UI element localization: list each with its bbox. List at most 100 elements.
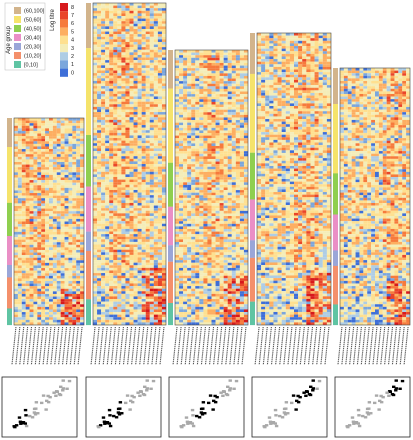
heatmap-cell — [191, 88, 196, 92]
heatmap-cell — [207, 65, 212, 69]
heatmap-cell — [121, 130, 126, 133]
heatmap-cell — [49, 283, 53, 287]
heatmap-cell — [97, 3, 102, 6]
heatmap-cell — [109, 291, 114, 294]
heatmap-cell — [243, 234, 249, 237]
heatmap-cell — [49, 216, 53, 219]
heatmap-cell — [231, 114, 236, 118]
heatmap-cell — [29, 185, 34, 188]
heatmap-cell — [101, 231, 106, 235]
heatmap-cell — [161, 317, 167, 320]
heatmap-cell — [17, 317, 22, 320]
heatmap-cell — [157, 166, 162, 170]
heatmap-cell — [243, 143, 249, 147]
heatmap-cell — [141, 88, 146, 92]
heatmap-cell — [93, 31, 98, 35]
heatmap-cell — [37, 128, 42, 131]
heatmap-cell — [133, 309, 138, 313]
heatmap-cell — [25, 180, 30, 183]
heatmap-cell — [49, 265, 53, 269]
heatmap-cell — [121, 182, 126, 185]
heatmap-cell — [72, 229, 77, 232]
heatmap-cell — [215, 68, 220, 71]
heatmap-cell — [203, 114, 208, 118]
heatmap-cell — [157, 161, 162, 165]
heatmap-cell — [60, 262, 65, 266]
heatmap-cell — [21, 301, 26, 305]
heatmap-cell — [239, 112, 244, 115]
heatmap-cell — [141, 286, 146, 289]
heatmap-cell — [179, 52, 184, 56]
heatmap-cell — [17, 187, 22, 191]
heatmap-cell — [149, 174, 154, 178]
heatmap-cell — [125, 73, 130, 76]
heatmap-cell — [137, 70, 142, 74]
heatmap-cell — [153, 197, 158, 201]
heatmap-cell — [97, 57, 102, 61]
heatmap-cell — [137, 301, 142, 305]
heatmap-cell — [145, 109, 150, 113]
heatmap-cell — [109, 299, 114, 302]
heatmap-cell — [141, 247, 146, 250]
heatmap-cell — [93, 143, 98, 146]
heatmap-cell — [101, 213, 106, 216]
heatmap-cell — [161, 158, 167, 162]
heatmap-cell — [153, 161, 158, 165]
heatmap-cell — [113, 223, 118, 227]
heatmap-cell — [117, 125, 122, 128]
heatmap-cell — [97, 189, 102, 193]
heatmap-cell — [231, 205, 236, 209]
heatmap-cell — [105, 140, 110, 144]
heatmap-cell — [207, 50, 212, 53]
heatmap-cell — [56, 133, 61, 137]
heatmap-cell — [29, 177, 34, 181]
heatmap-cell — [121, 39, 126, 42]
heatmap-cell — [141, 93, 146, 97]
heatmap-cell — [125, 278, 130, 281]
heatmap-cell — [219, 190, 224, 193]
heatmap-cell — [56, 211, 61, 214]
heatmap-cell — [45, 237, 50, 240]
heatmap-cell — [121, 176, 126, 180]
heatmap-cell — [157, 96, 162, 100]
heatmap-cell — [125, 254, 130, 258]
heatmap-cell — [64, 120, 69, 124]
heatmap-cell — [195, 164, 200, 167]
heatmap-cell — [64, 159, 69, 163]
heatmap-cell — [145, 104, 150, 107]
heatmap-cell — [121, 96, 126, 100]
heatmap-cell — [64, 247, 69, 251]
heatmap-cell — [52, 156, 57, 160]
heatmap-cell — [199, 218, 204, 222]
heatmap-cell — [80, 239, 85, 243]
heatmap-cell — [175, 70, 180, 74]
heatmap-cell — [14, 136, 18, 139]
heatmap-cell — [227, 182, 232, 185]
heatmap-cell — [121, 275, 126, 279]
heatmap-cell — [215, 197, 220, 201]
heatmap-cell — [149, 254, 154, 258]
heatmap-cell — [227, 101, 232, 105]
heatmap-cell — [227, 62, 232, 66]
heatmap-cell — [80, 182, 85, 186]
heatmap-cell — [17, 154, 22, 157]
heatmap-cell — [133, 104, 138, 107]
heatmap-cell — [223, 195, 228, 198]
heatmap-cell — [133, 215, 138, 219]
heatmap-cell — [203, 140, 208, 144]
heatmap-cell — [93, 205, 98, 209]
heatmap-cell — [149, 187, 154, 191]
heatmap-cell — [49, 257, 53, 261]
heatmap-cell — [187, 78, 192, 82]
heatmap-cell — [129, 189, 134, 193]
heatmap-cell — [33, 159, 38, 163]
heatmap-cell — [203, 229, 208, 232]
heatmap-cell — [97, 49, 102, 53]
heatmap-cell — [14, 306, 18, 310]
heatmap-cell — [121, 249, 126, 253]
heatmap-cell — [179, 60, 184, 64]
heatmap-cell — [93, 260, 98, 263]
heatmap-cell — [72, 234, 77, 238]
heatmap-cell — [29, 224, 34, 227]
heatmap-cell — [21, 205, 26, 209]
